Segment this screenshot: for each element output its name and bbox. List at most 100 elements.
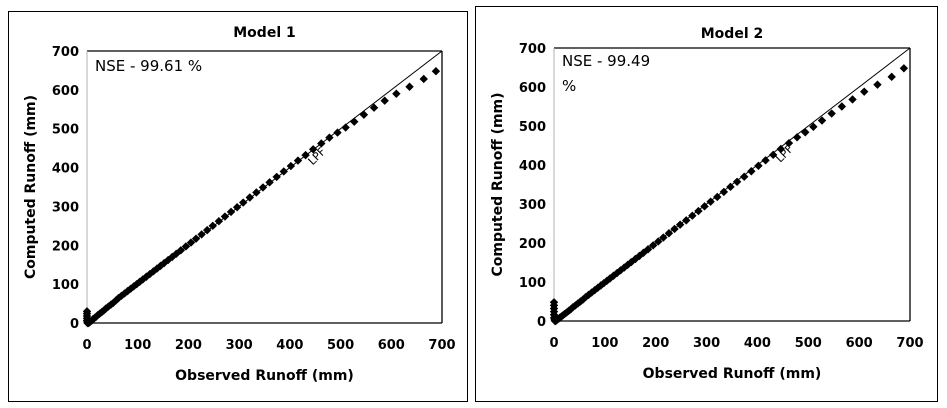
x-tick-label: 300: [226, 338, 253, 353]
data-point: [258, 183, 268, 192]
data-point: [837, 102, 847, 111]
data-point: [776, 144, 786, 154]
y-tick-label: 700: [52, 45, 79, 60]
data-point: [380, 96, 389, 105]
x-tick-label: 400: [276, 338, 303, 353]
chart-title: Model 2: [701, 26, 763, 42]
y-tick-label: 500: [52, 123, 79, 138]
x-tick-label: 100: [591, 336, 618, 351]
data-point: [887, 72, 896, 82]
data-point: [654, 237, 663, 246]
data-point: [431, 67, 441, 76]
data-point: [369, 103, 379, 112]
x-tick-label: 500: [795, 336, 822, 351]
y-tick-label: 300: [52, 200, 79, 215]
data-series: [549, 64, 909, 326]
data-point: [405, 82, 414, 91]
data-point: [220, 212, 230, 221]
y-tick-label: 0: [70, 317, 79, 332]
data-point: [688, 211, 697, 220]
x-tick-label: 600: [378, 338, 405, 353]
data-point: [848, 95, 857, 104]
y-tick-label: 600: [52, 84, 79, 99]
data-point: [191, 234, 201, 243]
data-point: [114, 293, 123, 303]
chart-model-1: Model 1 0 100 200 300 400 500 600 700 0 100 200 300 4…: [23, 25, 456, 384]
data-point: [664, 229, 674, 238]
data-point: [202, 225, 212, 235]
data-point: [214, 216, 224, 226]
x-axis-label: Observed Runoff (mm): [175, 368, 354, 384]
y-tick-label: 500: [519, 120, 546, 135]
data-point: [596, 281, 605, 290]
data-point: [754, 161, 763, 170]
chart-title: Model 1: [233, 25, 295, 41]
x-tick-label: 0: [82, 338, 91, 353]
data-point: [176, 246, 186, 255]
data-point: [740, 172, 749, 181]
y-axis-label: Computed Runoff (mm): [490, 92, 506, 276]
data-point: [197, 230, 206, 239]
reference-line-label: LPF: [773, 142, 796, 165]
data-point: [612, 268, 622, 278]
data-point: [333, 128, 342, 137]
data-point: [761, 156, 770, 165]
x-tick-label: 600: [846, 336, 873, 351]
data-point: [713, 192, 722, 202]
data-point: [801, 128, 810, 137]
data-point: [392, 89, 401, 98]
x-tick-label: 100: [124, 338, 151, 353]
nse-annotation: NSE - 99.61 %: [95, 57, 202, 75]
x-tick-label: 700: [428, 338, 455, 353]
chart-model-2: Model 2 0 100 200 300 400 500 600 700 0 100 200 300 4…: [490, 26, 924, 382]
data-point: [341, 123, 350, 132]
data-point: [419, 74, 428, 84]
data-point: [860, 87, 869, 96]
data-point: [226, 207, 236, 217]
x-tick-label: 300: [693, 336, 720, 351]
nse-annotation: NSE - 99.49: [562, 52, 650, 70]
data-point: [145, 269, 155, 279]
data-point: [265, 178, 274, 187]
data-point: [792, 133, 802, 142]
nse-annotation: %: [562, 77, 576, 95]
y-axis-label: Computed Runoff (mm): [23, 95, 39, 279]
y-tick-label: 400: [519, 159, 546, 174]
data-point: [152, 264, 162, 273]
x-tick-label: 500: [327, 338, 354, 353]
y-tick-label: 700: [519, 42, 546, 57]
y-tick-label: 200: [52, 239, 79, 254]
chart-frame-model-1: Model 1 0 100 200 300 400 500 600 700 0 100 200 300 4…: [8, 11, 468, 402]
y-tick-label: 100: [52, 278, 79, 293]
y-tick-label: 0: [537, 315, 546, 330]
x-tick-label: 400: [744, 336, 771, 351]
data-point: [899, 64, 909, 73]
x-axis-label: Observed Runoff (mm): [643, 366, 822, 382]
chart-frame-model-2: Model 2 0 100 200 300 400 500 600 700 0 100 200 300 4…: [475, 6, 938, 402]
reference-line-label: LPF: [306, 145, 329, 168]
data-point: [301, 150, 310, 160]
data-point: [286, 161, 296, 171]
data-point: [747, 167, 756, 176]
data-point: [252, 188, 261, 197]
data-point: [732, 177, 742, 186]
data-point: [619, 263, 629, 272]
y-tick-label: 600: [519, 81, 546, 96]
data-point: [101, 304, 110, 313]
data-point: [308, 145, 318, 154]
data-point: [873, 80, 882, 89]
data-point: [279, 167, 288, 176]
x-tick-label: 200: [175, 338, 202, 353]
y-tick-label: 100: [519, 276, 546, 291]
data-point: [359, 110, 369, 119]
data-point: [719, 187, 729, 197]
data-point: [208, 221, 217, 231]
data-point: [350, 117, 359, 126]
x-tick-label: 0: [549, 336, 558, 351]
data-point: [232, 203, 242, 212]
y-tick-label: 400: [52, 162, 79, 177]
data-series: [82, 67, 441, 328]
data-point: [317, 139, 326, 148]
data-point: [245, 193, 254, 202]
data-point: [293, 156, 303, 165]
